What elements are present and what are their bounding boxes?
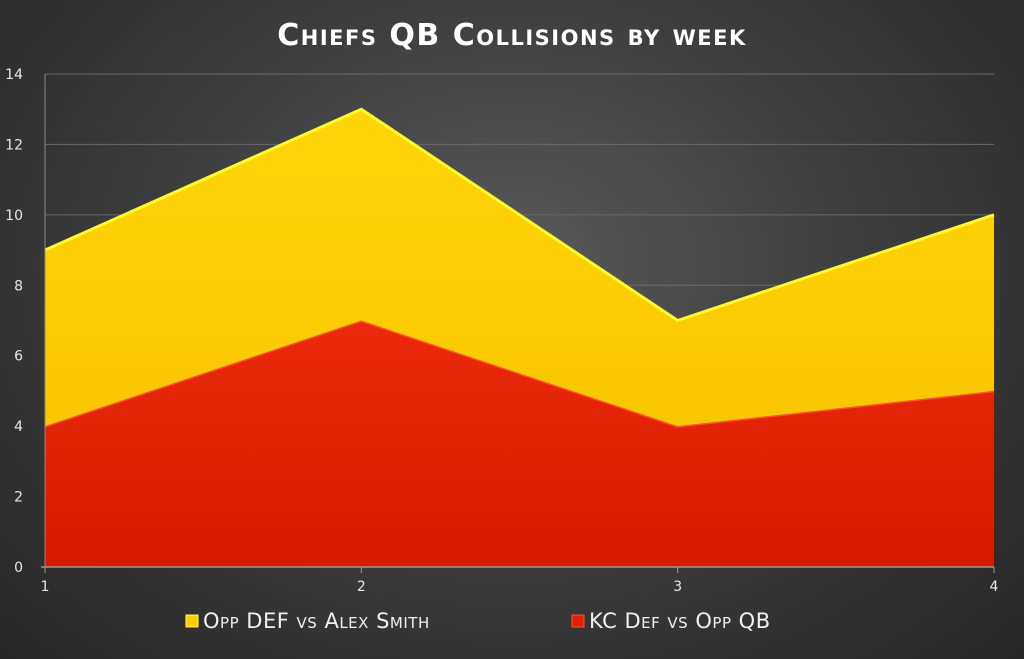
x-tick-label: 1 (41, 579, 50, 595)
area-kc-def-vs-opp-qb (45, 320, 994, 567)
legend-swatch (571, 614, 585, 628)
y-tick-label: 2 (14, 490, 23, 506)
area-edge-opp-def-vs-alex-smith (44, 107, 995, 322)
y-tick-label: 10 (5, 208, 23, 224)
legend-swatch (185, 614, 199, 628)
y-tick-label: 4 (14, 419, 23, 435)
area-edge-kc-def-vs-opp-qb (44, 319, 995, 428)
y-tick-label: 0 (14, 560, 23, 576)
y-tick-label: 8 (14, 278, 23, 294)
area-series-layer (44, 107, 995, 567)
legend: Opp DEF vs Alex Smith KC Def vs Opp QB (185, 609, 771, 633)
area-opp-def-vs-alex-smith (45, 109, 994, 427)
chart-title: Chiefs QB Collisions by week (277, 18, 747, 53)
legend-label: Opp DEF vs Alex Smith (203, 609, 430, 633)
x-tick-label: 2 (357, 579, 366, 595)
y-tick-label: 6 (14, 349, 23, 365)
legend-label: KC Def vs Opp QB (589, 609, 771, 633)
y-tick-label: 12 (5, 137, 23, 153)
x-tick-label: 4 (990, 579, 999, 595)
x-tick-label: 3 (673, 579, 682, 595)
y-tick-label: 14 (5, 67, 23, 83)
